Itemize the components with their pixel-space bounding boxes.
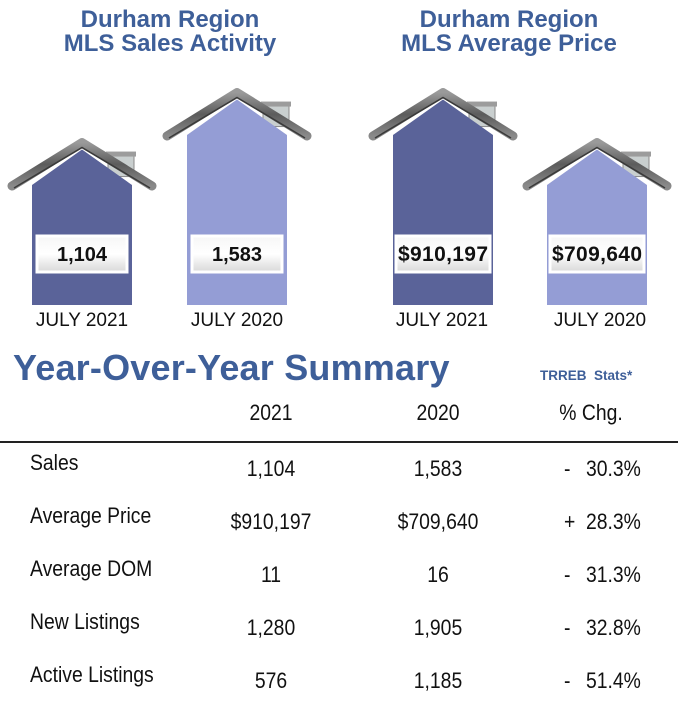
roof-edge (528, 146, 666, 189)
roof-edge (374, 96, 512, 139)
value-label: 1,583 (212, 244, 262, 266)
chimney-cap (261, 101, 291, 107)
value-2021: $910,197 (230, 509, 312, 534)
change-sign: - (564, 456, 571, 481)
source-note: TRREB Stats* (540, 368, 633, 383)
change-sign: - (564, 668, 571, 693)
summary-title: Year-Over-Year Summary (13, 347, 450, 388)
roof-icon (162, 88, 312, 141)
value-2020: 1,905 (413, 615, 463, 640)
change-percent: 51.4% (586, 668, 641, 693)
value-2021: 1,104 (246, 456, 296, 481)
change-sign: - (564, 562, 571, 587)
chimney-cap (106, 151, 136, 157)
value-plate (394, 234, 492, 274)
value-2020: 1,583 (413, 456, 463, 481)
chimney-cap (621, 151, 651, 157)
price-chart-title-line1: Durham Region (419, 6, 599, 33)
roof-icon (522, 138, 672, 191)
value-2021: 576 (254, 668, 288, 693)
house-body (187, 99, 287, 305)
house-bar-1-0: $910,197 (368, 88, 518, 305)
house-bar-0-1: 1,583 (162, 88, 312, 305)
row-label: New Listings (30, 609, 140, 634)
price-category-label-2020: JULY 2020 (553, 310, 647, 331)
table-row: Active Listings 576 1,185 - 51.4% (0, 662, 678, 702)
column-header-pct-change: % Chg. (559, 400, 623, 425)
table-row: Average DOM 11 16 - 31.3% (0, 556, 678, 596)
roof-edge (168, 96, 306, 139)
value-2020: $709,640 (397, 509, 479, 534)
value-plate (35, 234, 129, 274)
roof-edge (13, 146, 151, 189)
sales-chart-title-line1: Durham Region (80, 6, 260, 33)
value-2020: 16 (427, 562, 449, 587)
price-chart-title-line2: MLS Average Price (401, 30, 617, 57)
change-sign: + (564, 509, 576, 534)
roof-icon (7, 138, 157, 191)
sales-category-label-2020: JULY 2020 (190, 310, 284, 331)
change-percent: 28.3% (586, 509, 641, 534)
value-2021: 1,280 (246, 615, 296, 640)
house-bar-charts: 1,104 1,583 $910,197 $709,640 (7, 88, 672, 305)
change-sign: - (564, 615, 571, 640)
value-label: $910,197 (398, 243, 488, 266)
house-bar-0-0: 1,104 (7, 138, 157, 305)
header-divider (0, 441, 678, 443)
row-label: Average Price (30, 503, 152, 528)
sales-chart-title-line2: MLS Sales Activity (63, 30, 277, 57)
change-percent: 31.3% (586, 562, 641, 587)
sales-category-label-2021: JULY 2021 (35, 310, 129, 331)
change-percent: 30.3% (586, 456, 641, 481)
house-bar-1-1: $709,640 (522, 138, 672, 305)
sales-chart-title: Durham Region MLS Sales Activity (0, 8, 340, 56)
table-row: New Listings 1,280 1,905 - 32.8% (0, 609, 678, 649)
value-plate (548, 234, 646, 274)
row-label: Sales (30, 450, 79, 475)
column-header-2020: 2020 (416, 400, 460, 425)
price-chart-title: Durham Region MLS Average Price (340, 8, 678, 56)
roof-icon (368, 88, 518, 141)
table-row: Average Price $910,197 $709,640 + 28.3% (0, 503, 678, 543)
row-label: Average DOM (30, 556, 153, 581)
value-plate (190, 234, 284, 274)
chimney-cap (467, 101, 497, 107)
change-percent: 32.8% (586, 615, 641, 640)
value-2020: 1,185 (413, 668, 463, 693)
row-label: Active Listings (30, 662, 154, 687)
value-label: $709,640 (552, 243, 642, 266)
value-2021: 11 (260, 562, 282, 587)
house-body (393, 99, 493, 305)
value-label: 1,104 (57, 244, 108, 266)
table-row: Sales 1,104 1,583 - 30.3% (0, 450, 678, 490)
price-category-label-2021: JULY 2021 (395, 310, 489, 331)
column-header-2021: 2021 (249, 400, 293, 425)
